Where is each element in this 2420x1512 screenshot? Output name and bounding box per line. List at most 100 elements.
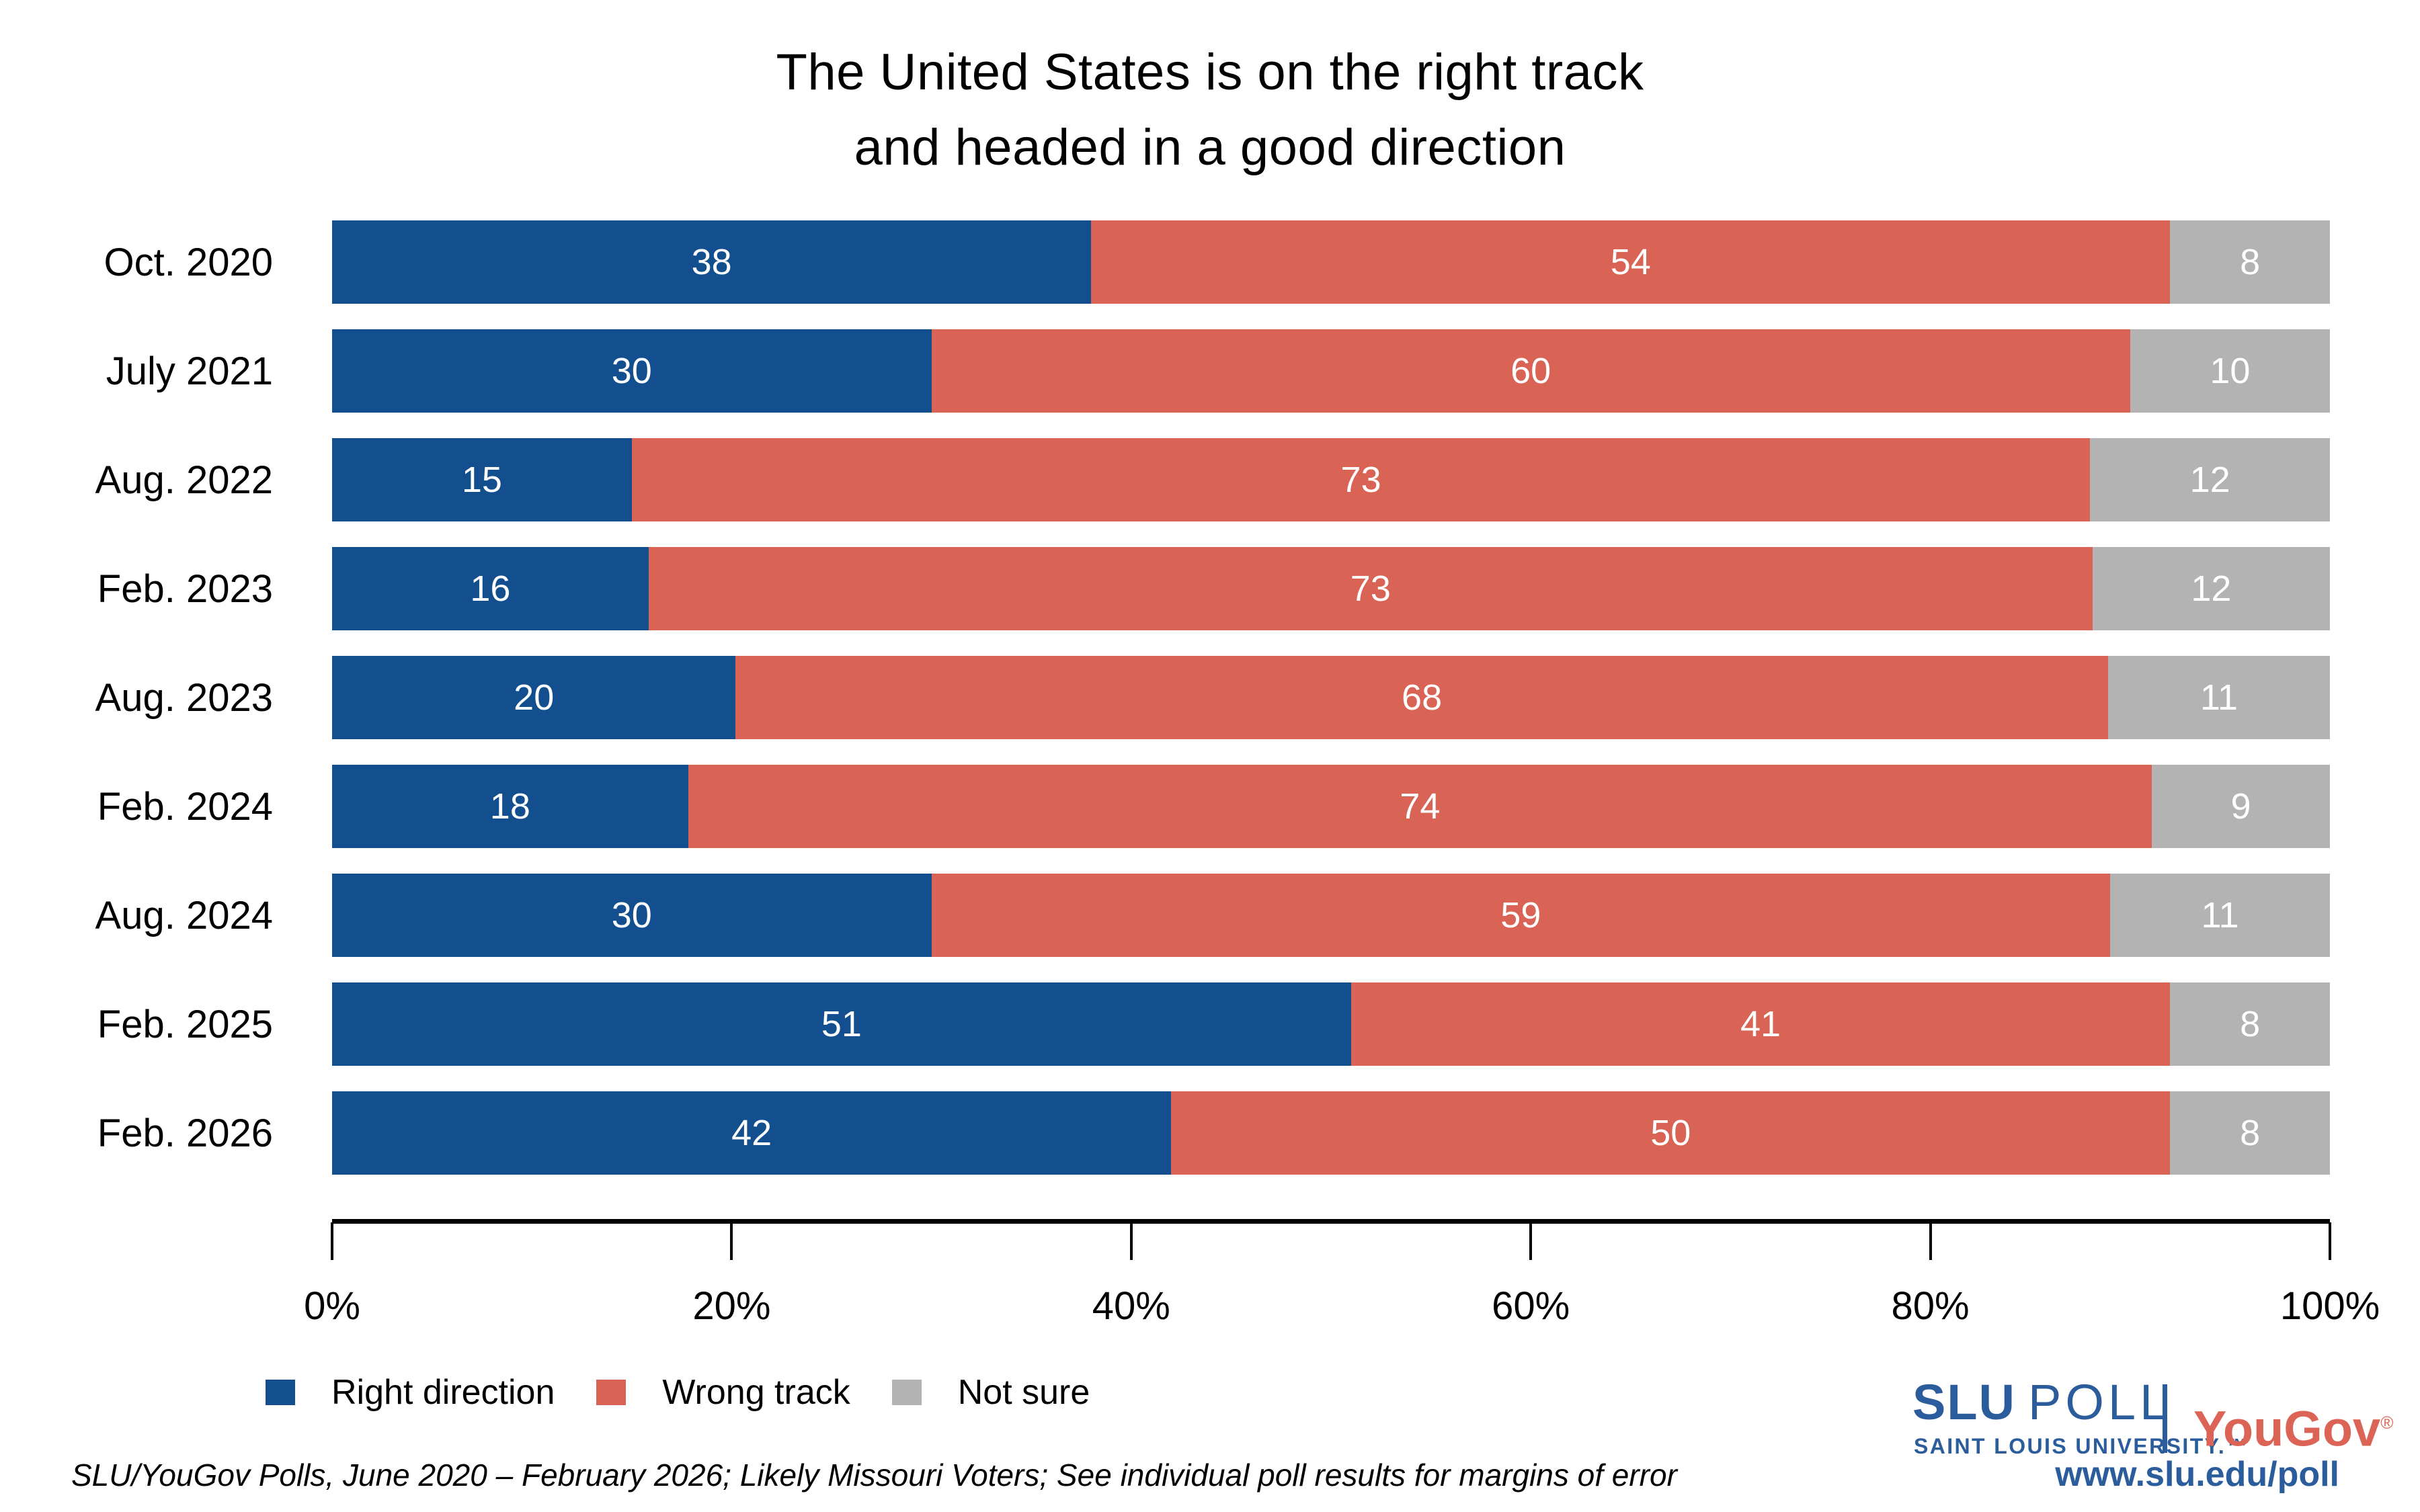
bar-value-label: 30 bbox=[611, 351, 652, 391]
legend-label: Wrong track bbox=[662, 1373, 850, 1412]
bar-value-label: 41 bbox=[1740, 1004, 1781, 1044]
row-label: July 2021 bbox=[106, 349, 273, 393]
bar-segment-wrong-track: 60 bbox=[931, 329, 2130, 413]
chart-row: Oct. 2020 38 54 8 bbox=[0, 220, 2330, 304]
chart-row: Feb. 2023 16 73 12 bbox=[0, 547, 2330, 630]
stacked-bar: 18 74 9 bbox=[332, 765, 2330, 848]
row-label: Aug. 2023 bbox=[95, 675, 273, 720]
source-note: SLU/YouGov Polls, June 2020 – February 2… bbox=[71, 1458, 1677, 1493]
legend-swatch-not-sure bbox=[891, 1380, 922, 1405]
bar-segment-not-sure: 12 bbox=[2090, 438, 2330, 521]
slu-poll-logo: SLU POLL bbox=[1912, 1378, 2171, 1427]
x-axis-tick bbox=[1929, 1222, 1932, 1260]
slu-university-text: SAINT LOUIS UNIVERSITY.™ bbox=[1914, 1434, 2249, 1458]
bar-value-label: 68 bbox=[1402, 677, 1443, 718]
row-label: Feb. 2024 bbox=[97, 784, 273, 829]
registered-mark: ® bbox=[2380, 1413, 2394, 1433]
bar-segment-right-direction: 15 bbox=[332, 438, 632, 521]
chart-row: Feb. 2025 51 41 8 bbox=[0, 982, 2330, 1066]
bar-segment-wrong-track: 73 bbox=[648, 547, 2093, 630]
row-label: Aug. 2022 bbox=[95, 458, 273, 502]
bar-value-label: 73 bbox=[1350, 569, 1391, 609]
bar-value-label: 9 bbox=[2230, 786, 2251, 827]
bar-value-label: 11 bbox=[2200, 677, 2238, 718]
x-axis-tick-label: 20% bbox=[692, 1284, 771, 1328]
stacked-bar: 15 73 12 bbox=[332, 438, 2330, 521]
bar-segment-not-sure: 12 bbox=[2092, 547, 2330, 630]
row-label: Feb. 2025 bbox=[97, 1002, 273, 1046]
chart-row: Aug. 2023 20 68 11 bbox=[0, 656, 2330, 739]
bar-segment-wrong-track: 68 bbox=[735, 656, 2108, 739]
legend-label: Not sure bbox=[957, 1373, 1090, 1412]
bar-segment-not-sure: 11 bbox=[2107, 656, 2330, 739]
yougov-logo: YouGov® bbox=[2193, 1398, 2393, 1454]
bar-value-label: 50 bbox=[1650, 1113, 1691, 1153]
bar-segment-right-direction: 20 bbox=[332, 656, 736, 739]
bar-segment-not-sure: 11 bbox=[2110, 874, 2330, 957]
x-axis-tick-label: 100% bbox=[2280, 1284, 2380, 1328]
legend-item-wrong-track: Wrong track bbox=[596, 1372, 850, 1413]
legend-item-not-sure: Not sure bbox=[891, 1372, 1090, 1413]
chart-row: Feb. 2026 42 50 8 bbox=[0, 1091, 2330, 1175]
poll-logo-text: POLL bbox=[2028, 1374, 2172, 1430]
chart-title: The United States is on the right track … bbox=[0, 35, 2420, 185]
row-label: Feb. 2026 bbox=[97, 1111, 273, 1155]
bar-segment-not-sure: 8 bbox=[2170, 220, 2330, 304]
bar-value-label: 74 bbox=[1400, 786, 1441, 827]
bar-value-label: 54 bbox=[1610, 242, 1651, 282]
x-axis-tick bbox=[1529, 1222, 1533, 1260]
bar-segment-wrong-track: 50 bbox=[1171, 1091, 2171, 1175]
stacked-bar: 30 60 10 bbox=[332, 329, 2330, 413]
x-axis-tick-label: 0% bbox=[304, 1284, 360, 1328]
bar-segment-wrong-track: 59 bbox=[931, 874, 2111, 957]
bar-value-label: 42 bbox=[731, 1113, 772, 1153]
bar-value-label: 18 bbox=[489, 786, 530, 827]
bar-segment-wrong-track: 41 bbox=[1350, 982, 2171, 1066]
chart-row: Aug. 2024 30 59 11 bbox=[0, 874, 2330, 957]
slu-logo-text: SLU bbox=[1912, 1374, 2016, 1430]
bar-segment-not-sure: 8 bbox=[2170, 1091, 2330, 1175]
legend-swatch-right-direction bbox=[266, 1380, 295, 1405]
bar-value-label: 59 bbox=[1500, 895, 1541, 935]
chart-title-line2: and headed in a good direction bbox=[854, 119, 1566, 176]
yougov-logo-text: YouGov bbox=[2193, 1400, 2381, 1457]
x-axis-tick-label: 60% bbox=[1492, 1284, 1570, 1328]
bar-segment-right-direction: 16 bbox=[332, 547, 649, 630]
bar-segment-right-direction: 30 bbox=[332, 329, 932, 413]
bar-value-label: 16 bbox=[470, 569, 511, 609]
bar-value-label: 60 bbox=[1510, 351, 1551, 391]
chart-rows: Oct. 2020 38 54 8 July 2021 30 60 10 Aug. 2022 15… bbox=[0, 220, 2330, 1200]
stacked-bar: 42 50 8 bbox=[332, 1091, 2330, 1175]
slu-poll-url: www.slu.edu/poll bbox=[2055, 1455, 2339, 1494]
stacked-bar: 20 68 11 bbox=[332, 656, 2330, 739]
x-axis-tick bbox=[1129, 1222, 1133, 1260]
bar-value-label: 12 bbox=[2191, 569, 2232, 609]
x-axis-tick bbox=[2329, 1222, 2331, 1260]
bar-segment-not-sure: 9 bbox=[2152, 765, 2330, 848]
bar-segment-wrong-track: 73 bbox=[631, 438, 2091, 521]
row-label: Aug. 2024 bbox=[95, 893, 273, 937]
legend-label: Right direction bbox=[331, 1373, 555, 1412]
chart-row: Aug. 2022 15 73 12 bbox=[0, 438, 2330, 521]
bar-segment-wrong-track: 54 bbox=[1091, 220, 2171, 304]
bar-segment-not-sure: 8 bbox=[2170, 982, 2330, 1066]
bar-value-label: 30 bbox=[611, 895, 652, 935]
logo-divider bbox=[2163, 1384, 2167, 1453]
row-label: Oct. 2020 bbox=[104, 240, 273, 284]
branding-block: SLU POLL SAINT LOUIS UNIVERSITY.™ YouGov® bbox=[1912, 1378, 2393, 1512]
bar-value-label: 51 bbox=[821, 1004, 862, 1044]
bar-segment-not-sure: 10 bbox=[2130, 329, 2330, 413]
bar-segment-right-direction: 38 bbox=[332, 220, 1092, 304]
bar-value-label: 38 bbox=[691, 242, 732, 282]
bar-value-label: 8 bbox=[2240, 1004, 2261, 1044]
chart-row: Feb. 2024 18 74 9 bbox=[0, 765, 2330, 848]
bar-segment-right-direction: 51 bbox=[332, 982, 1351, 1066]
x-axis-line bbox=[332, 1219, 2330, 1224]
bar-value-label: 12 bbox=[2189, 460, 2230, 500]
bar-value-label: 11 bbox=[2201, 895, 2239, 935]
bar-segment-right-direction: 18 bbox=[332, 765, 688, 848]
row-label: Feb. 2023 bbox=[97, 566, 273, 611]
x-axis: 0% 20% 40% 60% 80% 100% bbox=[304, 1219, 2380, 1367]
stacked-bar: 16 73 12 bbox=[332, 547, 2330, 630]
